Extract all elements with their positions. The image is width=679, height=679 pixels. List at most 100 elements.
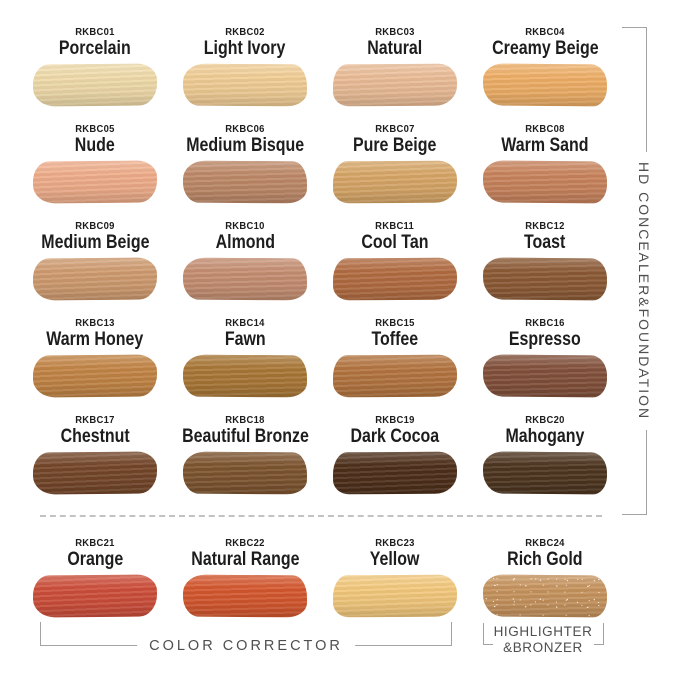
shade-code: RKBC02 xyxy=(225,26,265,38)
shade-name: Warm Sand xyxy=(501,135,589,156)
shade-swatch xyxy=(182,574,308,618)
shade-swatch xyxy=(32,257,158,301)
shade-cell: RKBC10 Almond xyxy=(170,216,320,313)
shade-code: RKBC15 xyxy=(375,317,415,329)
shade-swatch xyxy=(482,574,608,618)
shade-cell: RKBC11 Cool Tan xyxy=(320,216,470,313)
shade-code: RKBC14 xyxy=(225,317,265,329)
shade-code: RKBC18 xyxy=(225,414,265,426)
shade-cell: RKBC16 Espresso xyxy=(470,313,620,410)
shade-name: Natural xyxy=(367,38,423,59)
shade-code: RKBC08 xyxy=(525,123,565,135)
swatch-grid-foundation: RKBC01 Porcelain RKBC02 Light Ivory RKBC… xyxy=(20,22,620,507)
highlighter-label-line1: HIGHLIGHTER xyxy=(493,624,593,639)
highlighter-label-line2: &BRONZER xyxy=(503,639,583,655)
shade-code: RKBC01 xyxy=(75,26,115,38)
shade-name: Medium Beige xyxy=(40,232,150,253)
shade-code: RKBC13 xyxy=(75,317,115,329)
shade-cell: RKBC21 Orange xyxy=(20,533,170,630)
shade-swatch xyxy=(32,451,158,495)
shade-name: Toast xyxy=(524,232,566,253)
shade-cell: RKBC18 Beautiful Bronze xyxy=(170,410,320,507)
shade-cell: RKBC05 Nude xyxy=(20,119,170,216)
shade-name: Nude xyxy=(75,135,115,156)
shade-swatch xyxy=(182,257,308,301)
shade-swatch xyxy=(182,451,308,495)
shade-cell: RKBC09 Medium Beige xyxy=(20,216,170,313)
shade-code: RKBC05 xyxy=(75,123,115,135)
shade-name: Chestnut xyxy=(60,426,130,447)
shade-code: RKBC17 xyxy=(75,414,115,426)
shade-code: RKBC12 xyxy=(525,220,565,232)
shade-code: RKBC19 xyxy=(375,414,415,426)
shade-swatch xyxy=(332,160,458,204)
shade-name: Cool Tan xyxy=(361,232,429,253)
shade-cell: RKBC13 Warm Honey xyxy=(20,313,170,410)
shade-swatch xyxy=(332,257,458,301)
shade-name: Almond xyxy=(215,232,275,253)
shade-name: Medium Bisque xyxy=(186,135,304,156)
shade-name: Orange xyxy=(67,549,123,570)
shade-name: Beautiful Bronze xyxy=(181,426,309,447)
shade-name: Rich Gold xyxy=(507,549,583,570)
shade-cell: RKBC17 Chestnut xyxy=(20,410,170,507)
shade-name: Light Ivory xyxy=(204,38,286,59)
shade-swatch xyxy=(332,63,458,107)
shade-name: Fawn xyxy=(224,329,266,350)
shade-name: Natural Range xyxy=(190,549,300,570)
shade-code: RKBC06 xyxy=(225,123,265,135)
shade-name: Creamy Beige xyxy=(491,38,599,59)
shade-name: Warm Honey xyxy=(46,329,144,350)
shade-code: RKBC04 xyxy=(525,26,565,38)
shade-code: RKBC24 xyxy=(525,537,565,549)
shade-name: Mahogany xyxy=(505,426,585,447)
shade-swatch xyxy=(32,63,158,107)
shade-code: RKBC03 xyxy=(375,26,415,38)
shade-cell: RKBC06 Medium Bisque xyxy=(170,119,320,216)
shade-cell: RKBC14 Fawn xyxy=(170,313,320,410)
highlighter-bracket-right xyxy=(594,623,604,645)
shade-cell: RKBC19 Dark Cocoa xyxy=(320,410,470,507)
shade-swatch xyxy=(32,354,158,398)
shade-cell: RKBC12 Toast xyxy=(470,216,620,313)
shade-cell: RKBC20 Mahogany xyxy=(470,410,620,507)
shade-cell: RKBC08 Warm Sand xyxy=(470,119,620,216)
shade-swatch xyxy=(332,354,458,398)
shade-code: RKBC21 xyxy=(75,537,115,549)
shade-code: RKBC09 xyxy=(75,220,115,232)
shade-cell: RKBC15 Toffee xyxy=(320,313,470,410)
shade-swatch xyxy=(32,160,158,204)
shade-name: Pure Beige xyxy=(353,135,437,156)
shade-swatch xyxy=(332,574,458,618)
shade-swatch xyxy=(482,451,608,495)
shade-cell: RKBC04 Creamy Beige xyxy=(470,22,620,119)
shade-code: RKBC20 xyxy=(525,414,565,426)
shade-code: RKBC11 xyxy=(375,220,415,232)
shade-cell: RKBC23 Yellow xyxy=(320,533,470,630)
shade-code: RKBC22 xyxy=(225,537,265,549)
shade-name: Dark Cocoa xyxy=(350,426,440,447)
shade-swatch xyxy=(482,160,608,204)
color-corrector-label: COLOR CORRECTOR xyxy=(137,638,355,654)
shade-name: Yellow xyxy=(370,549,420,570)
shade-swatch xyxy=(482,257,608,301)
shade-code: RKBC10 xyxy=(225,220,265,232)
foundation-group-label: HD CONCEALER&FOUNDATION xyxy=(636,152,652,431)
shade-swatch xyxy=(482,354,608,398)
swatch-grid-correctors: RKBC21 Orange RKBC22 Natural Range RKBC2… xyxy=(20,533,620,630)
shade-name: Espresso xyxy=(509,329,581,350)
highlighter-bronzer-label: HIGHLIGHTER &BRONZER xyxy=(478,624,608,655)
shade-swatch xyxy=(482,63,608,107)
shade-swatch xyxy=(332,451,458,495)
shade-cell: RKBC02 Light Ivory xyxy=(170,22,320,119)
shade-code: RKBC23 xyxy=(375,537,415,549)
shade-swatch xyxy=(182,160,308,204)
shade-name: Toffee xyxy=(371,329,419,350)
color-corrector-bracket: COLOR CORRECTOR xyxy=(40,622,452,654)
shade-code: RKBC16 xyxy=(525,317,565,329)
shade-cell: RKBC03 Natural xyxy=(320,22,470,119)
highlighter-bracket-left xyxy=(483,623,493,645)
shade-cell: RKBC01 Porcelain xyxy=(20,22,170,119)
shade-code: RKBC07 xyxy=(375,123,415,135)
